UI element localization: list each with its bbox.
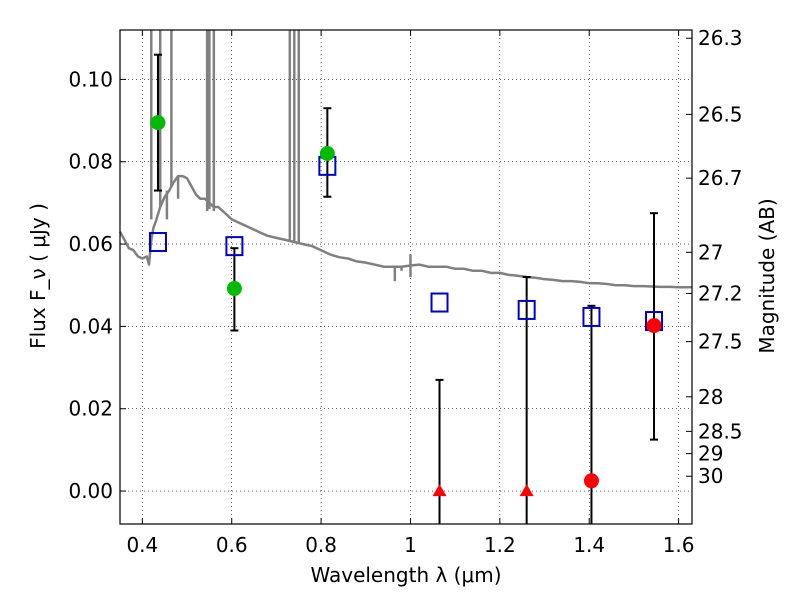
right-tick-label: 30 [698, 464, 723, 488]
x-tick-label: 0.6 [216, 533, 248, 557]
nondetection-point [583, 473, 599, 489]
x-tick-label: 1 [404, 533, 417, 557]
observed-photometry-points [150, 115, 662, 497]
right-tick-label: 26.7 [698, 166, 743, 190]
y-tick-label: 0.08 [68, 150, 113, 174]
y-tick-label: 0.02 [68, 397, 113, 421]
right-tick-label: 28 [698, 385, 723, 409]
model-photometry-square [148, 232, 167, 253]
x-tick-label: 0.4 [126, 533, 158, 557]
detection-point [319, 146, 335, 161]
x-tick-label: 1.2 [484, 533, 516, 557]
x-tick-label: 0.8 [305, 533, 337, 557]
right-tick-label: 29 [698, 442, 723, 466]
right-tick-label: 26.5 [698, 102, 743, 126]
y-tick-label: 0.04 [68, 314, 113, 338]
plot-frame [119, 29, 693, 525]
sed-line [118, 174, 692, 289]
right-axis-label: Magnitude (AB) [755, 198, 779, 353]
x-tick-label: 1.6 [663, 533, 695, 557]
right-tick-label: 27 [698, 240, 723, 264]
sed-model-spectrum [118, 30, 692, 289]
right-tick-label: 27.2 [698, 281, 743, 305]
right-tick-label: 26.3 [698, 26, 743, 50]
nondetection-triangle [519, 484, 534, 497]
nondetection-triangle [432, 484, 447, 497]
right-tick-label: 28.5 [698, 419, 743, 443]
y-tick-label: 0.00 [68, 479, 113, 503]
y-tick-label: 0.06 [68, 232, 113, 256]
y-axis-label: Flux F_ν ( μJy ) [26, 203, 50, 349]
nondetection-point [646, 318, 662, 334]
model-photometry-square [517, 299, 536, 320]
x-tick-label: 1.4 [573, 533, 605, 557]
detection-point [226, 281, 242, 297]
y-axis-ticks: 0.00 0.02 0.04 0.06 0.08 0.10 [68, 67, 126, 503]
y-tick-label: 0.10 [68, 67, 113, 91]
x-axis-label: Wavelength λ (μm) [310, 563, 501, 587]
model-photometry-square [582, 306, 601, 327]
model-photometry-square [225, 236, 244, 257]
grid [120, 30, 692, 524]
model-photometry-points [148, 155, 664, 332]
detection-point [150, 115, 166, 131]
right-tick-label: 27.5 [698, 330, 743, 354]
x-axis-ticks: 0.4 0.6 0.8 1 1.2 1.4 1.6 [126, 30, 695, 557]
model-photometry-square [430, 292, 449, 313]
